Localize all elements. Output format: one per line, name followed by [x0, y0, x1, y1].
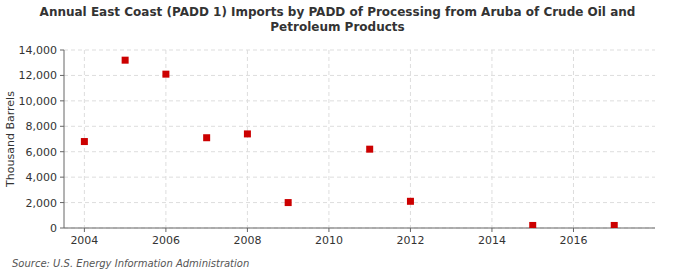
tick-x — [328, 228, 329, 232]
tick-y — [60, 228, 64, 229]
tick-label-x: 2008 — [233, 234, 261, 247]
axes: 0 2,000 4,000 6,000 8,000 10,000 12,000 14,000 2… — [19, 44, 656, 247]
tick-y — [60, 202, 64, 203]
tick-label-x: 2016 — [559, 234, 587, 247]
chart-svg: Annual East Coast (PADD 1) Imports by PA… — [0, 0, 675, 275]
tick-label-x: 2006 — [152, 234, 180, 247]
grid-line-y — [64, 202, 655, 203]
tick-y — [60, 50, 64, 51]
point — [285, 199, 292, 206]
tick-y — [60, 151, 64, 152]
chart-container: Annual East Coast (PADD 1) Imports by PA… — [0, 0, 675, 275]
tick-y — [60, 75, 64, 76]
grid-line-y — [64, 100, 655, 101]
y-axis-line — [64, 50, 65, 228]
point — [366, 146, 373, 153]
tick-x — [491, 228, 492, 232]
grid-line-y — [64, 151, 655, 152]
y-axis-label: Thousand Barrels — [4, 91, 17, 188]
title-line: Petroleum Products — [270, 20, 404, 34]
tick-label-x: 2012 — [396, 234, 424, 247]
tick-label-y: 10,000 — [19, 95, 58, 108]
title-line: Annual East Coast (PADD 1) Imports by PA… — [40, 5, 636, 19]
tick-y — [60, 100, 64, 101]
point — [203, 134, 210, 141]
tick-label-x: 2014 — [478, 234, 506, 247]
tick-label-y: 6,000 — [26, 146, 58, 159]
grid-line-y — [64, 177, 655, 178]
tick-y — [60, 177, 64, 178]
grid-line-y — [64, 126, 655, 127]
tick-label-y: 0 — [50, 222, 57, 235]
tick-label-y: 12,000 — [19, 69, 58, 82]
point — [122, 57, 129, 64]
title: Annual East Coast (PADD 1) Imports by PA… — [40, 5, 636, 34]
tick-label-y: 2,000 — [26, 197, 58, 210]
tick-x — [84, 228, 85, 232]
point — [81, 138, 88, 145]
tick-x — [165, 228, 166, 232]
tick-x — [410, 228, 411, 232]
grid-line-x — [573, 50, 574, 228]
tick-label-x: 2010 — [315, 234, 343, 247]
grid-line-y — [64, 50, 655, 51]
tick-label-y: 14,000 — [19, 44, 58, 57]
points — [81, 57, 618, 228]
point — [244, 130, 251, 137]
point — [407, 198, 414, 205]
grid-line-x — [491, 50, 492, 228]
grid-line-x — [328, 50, 329, 228]
point — [162, 71, 169, 78]
tick-label-y: 4,000 — [26, 171, 58, 184]
source-note: Source: U.S. Energy Information Administ… — [12, 258, 249, 269]
grid — [64, 50, 655, 228]
tick-label-y: 8,000 — [26, 120, 58, 133]
tick-x — [247, 228, 248, 232]
point — [529, 222, 536, 228]
grid-line-y — [64, 228, 655, 229]
tick-y — [60, 126, 64, 127]
grid-line-y — [64, 75, 655, 76]
tick-label-x: 2004 — [70, 234, 98, 247]
tick-x — [573, 228, 574, 232]
x-axis-line — [64, 228, 655, 229]
point — [611, 222, 618, 228]
grid-line-x — [247, 50, 248, 228]
